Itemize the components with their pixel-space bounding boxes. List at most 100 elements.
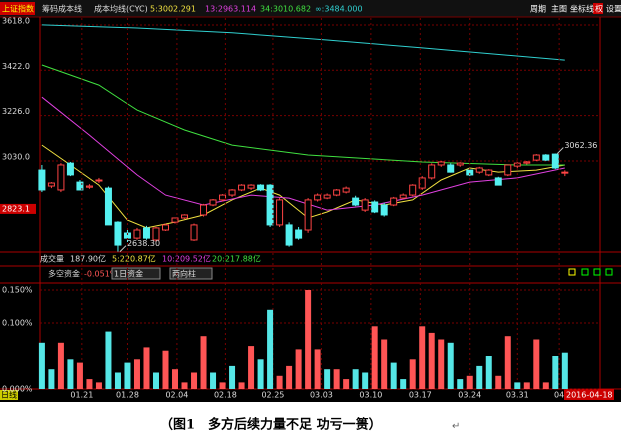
icon[interactable] (568, 268, 576, 276)
x-tick-label: 03.03 (310, 391, 333, 400)
candle-body (418, 177, 426, 189)
x-tick-label: 03.17 (409, 391, 432, 400)
bar (124, 362, 131, 389)
candle-body (209, 199, 217, 206)
bar (191, 372, 198, 389)
toolbar-button[interactable]: 周期 (530, 5, 546, 14)
candle-body (76, 181, 84, 191)
y-tick-label: 3618.0 (2, 16, 30, 25)
toolbar-button[interactable]: 权 (595, 4, 603, 14)
bar (371, 326, 378, 389)
candle-body (133, 229, 141, 239)
candle-body (142, 227, 150, 239)
toolbar (0, 0, 621, 17)
bar (257, 359, 264, 389)
toolbar-button[interactable]: 主图 (551, 4, 567, 14)
bar (561, 352, 568, 389)
button-box[interactable] (593, 3, 603, 14)
candle-body (285, 224, 293, 246)
y-tick-label: 0.100% (2, 319, 33, 328)
caption: （图1 多方后续力量不足 功亏一篑） (160, 417, 382, 433)
bar (38, 342, 45, 389)
toolbar-button[interactable]: 坐标线 (570, 4, 594, 14)
volume-average: 20:217.88亿 (212, 254, 261, 264)
candle-body (257, 184, 265, 191)
index-box[interactable] (0, 2, 35, 15)
bar (133, 359, 140, 389)
candle-body (380, 204, 388, 216)
bar (438, 339, 445, 389)
caption-mark: ↵ (452, 421, 460, 432)
candle-body (542, 154, 550, 161)
date-box (564, 389, 614, 400)
candle-body (219, 194, 227, 201)
annotation: 2638.30 (127, 239, 160, 248)
annotation-arrow (556, 147, 564, 154)
x-tick-label: 03.31 (506, 391, 529, 400)
bar (143, 347, 150, 389)
index-name[interactable]: 上证指数 (2, 4, 34, 14)
bar (238, 382, 245, 389)
bar (428, 332, 435, 389)
bar (67, 359, 74, 389)
dropdown[interactable] (111, 267, 161, 280)
x-tick-label: 01.21 (70, 391, 93, 400)
bar (76, 362, 83, 389)
ma-line (41, 96, 565, 211)
dropdown-text[interactable]: 1日资金 (114, 269, 143, 279)
icon[interactable] (605, 268, 613, 276)
candle-body (95, 179, 103, 182)
x-tick-label: 01.28 (116, 391, 139, 400)
annotation-arrow (119, 245, 127, 253)
ma-line (41, 144, 565, 229)
icon[interactable] (581, 268, 589, 276)
candle-body (266, 184, 274, 226)
candle-body (409, 184, 417, 196)
candle-body (66, 162, 74, 176)
icon[interactable] (593, 268, 601, 276)
candle-body (561, 171, 569, 174)
bar (533, 339, 540, 389)
legend-entry: ∞:3484.000 (315, 5, 363, 14)
bar (381, 339, 388, 389)
bar (390, 362, 397, 389)
candle-body (447, 164, 455, 173)
panel-value: -0.051% (84, 270, 118, 279)
candle-body (456, 162, 464, 166)
legend-entry: 34:3010.682 (260, 5, 311, 14)
bar (419, 326, 426, 389)
volume-average: 5:220.87亿 (112, 254, 156, 264)
annotation: 3062.36 (564, 141, 597, 150)
candle-body (342, 187, 350, 193)
period[interactable]: 日线 (1, 390, 17, 400)
bar (219, 382, 226, 389)
date: 2016-04-18 (566, 391, 613, 400)
candle-body (532, 154, 540, 161)
period-box[interactable] (0, 390, 18, 400)
x-tick-label: 02.18 (214, 391, 237, 400)
candle-body (295, 229, 303, 239)
bar (152, 372, 159, 389)
y-tick-label: 3226.0 (2, 107, 30, 116)
x-tick-label: 03.10 (359, 391, 382, 400)
candle-body (247, 184, 255, 189)
candle-body (390, 197, 398, 206)
volume-total: 187.90亿 (70, 254, 106, 264)
bar (162, 350, 169, 389)
chart-title: 成本均线(CYC) (94, 4, 148, 14)
bar (523, 382, 530, 389)
bar (362, 372, 369, 389)
dropdown-text[interactable]: 两向柱 (172, 269, 196, 279)
candle-body (323, 194, 331, 199)
bar (542, 382, 549, 389)
y-tick-label: 0.000% (2, 385, 33, 394)
dropdown[interactable] (169, 267, 213, 280)
candle-body (485, 169, 493, 176)
bar (95, 382, 102, 389)
bar (267, 309, 274, 389)
y-tick-label: 0.150% (2, 286, 33, 295)
candle-body (276, 199, 284, 226)
toolbar-button[interactable]: 设置 (606, 4, 621, 14)
